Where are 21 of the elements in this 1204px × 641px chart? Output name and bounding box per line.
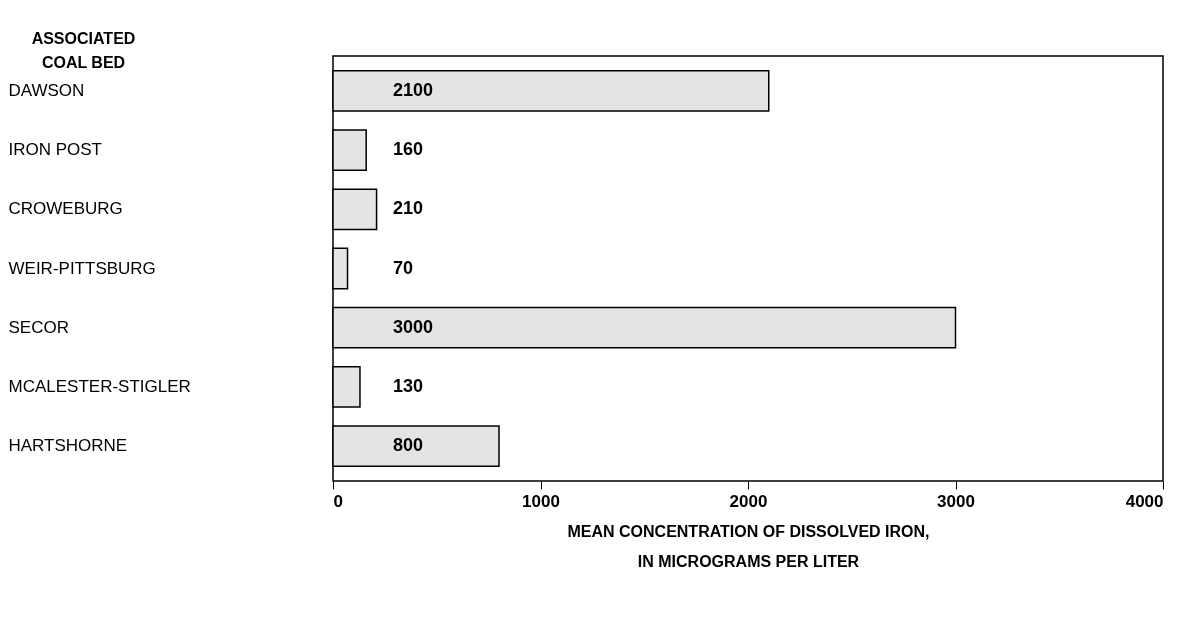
y-tick-label: MCALESTER-STIGLER xyxy=(8,376,191,396)
y-tick-label: HARTSHORNE xyxy=(8,436,128,456)
x-tick-label: 1000 xyxy=(522,491,560,511)
data-label: 160 xyxy=(393,139,424,160)
x-tick-label: 4000 xyxy=(1125,491,1164,511)
y-tick-label: CROWEBURG xyxy=(8,199,123,219)
data-label: 800 xyxy=(393,435,424,456)
x-axis-title: MEAN CONCENTRATION OF DISSOLVED IRON, IN MICROGRAMS PER LITER xyxy=(567,522,930,570)
data-label: 2100 xyxy=(393,79,434,100)
data-label: 130 xyxy=(393,375,424,396)
x-tick-label: 3000 xyxy=(937,491,975,511)
x-tick-label: 0 xyxy=(333,491,343,511)
y-tick-label: IRON POST xyxy=(8,140,103,160)
x-tick-label: 2000 xyxy=(729,491,768,511)
y-tick-label: WEIR-PITTSBURG xyxy=(8,258,156,278)
data-label: 70 xyxy=(393,257,414,278)
y-tick-label: SECOR xyxy=(8,317,69,337)
data-label: 3000 xyxy=(393,316,434,337)
y-axis-title: ASSOCIATED COAL BED xyxy=(31,29,136,71)
y-tick-label: DAWSON xyxy=(8,80,85,100)
data-label: 210 xyxy=(393,198,424,219)
